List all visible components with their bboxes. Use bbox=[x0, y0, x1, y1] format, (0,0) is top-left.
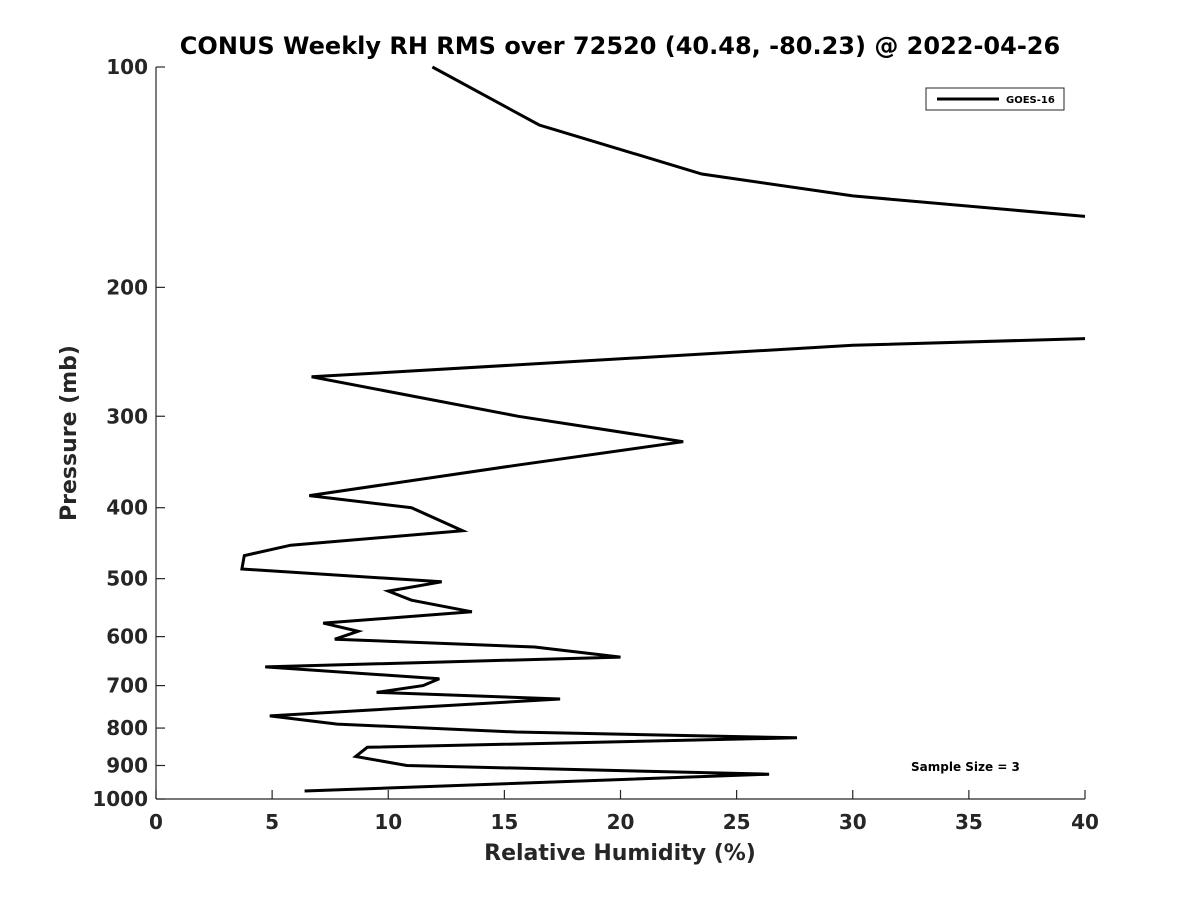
x-tick-label: 5 bbox=[265, 810, 279, 834]
series-line-goes-16 bbox=[240, 65, 1085, 793]
x-tick-label: 25 bbox=[723, 810, 751, 834]
y-tick-label: 900 bbox=[106, 754, 148, 778]
chart-title: CONUS Weekly RH RMS over 72520 (40.48, -… bbox=[180, 32, 1060, 60]
series-layer bbox=[240, 65, 1085, 793]
y-axis-label: Pressure (mb) bbox=[57, 345, 82, 521]
x-tick-label: 20 bbox=[607, 810, 635, 834]
y-tick-label: 100 bbox=[106, 55, 148, 79]
y-axis-ticks: 100 200 300 400 500 600 700 800 900 1000 bbox=[92, 55, 165, 811]
x-tick-label: 10 bbox=[374, 810, 402, 834]
x-axis-label: Relative Humidity (%) bbox=[484, 841, 756, 866]
legend-label-goes-16: GOES-16 bbox=[1006, 95, 1055, 106]
x-tick-label: 40 bbox=[1071, 810, 1099, 834]
y-tick-label: 200 bbox=[106, 275, 148, 299]
x-tick-label: 30 bbox=[839, 810, 867, 834]
y-tick-label: 700 bbox=[106, 674, 148, 698]
y-tick-label: 1000 bbox=[92, 787, 148, 811]
y-tick-label: 600 bbox=[106, 625, 148, 649]
legend: GOES-16 bbox=[925, 87, 1065, 111]
x-tick-label: 15 bbox=[490, 810, 518, 834]
sample-size-annotation: Sample Size = 3 bbox=[911, 760, 1020, 774]
y-tick-label: 500 bbox=[106, 567, 148, 591]
y-tick-label: 300 bbox=[106, 404, 148, 428]
x-axis-ticks: 0 5 10 15 20 25 30 35 40 bbox=[149, 790, 1099, 834]
x-tick-label: 35 bbox=[955, 810, 983, 834]
x-tick-label: 0 bbox=[149, 810, 163, 834]
y-tick-label: 800 bbox=[106, 716, 148, 740]
y-tick-label: 400 bbox=[106, 496, 148, 520]
